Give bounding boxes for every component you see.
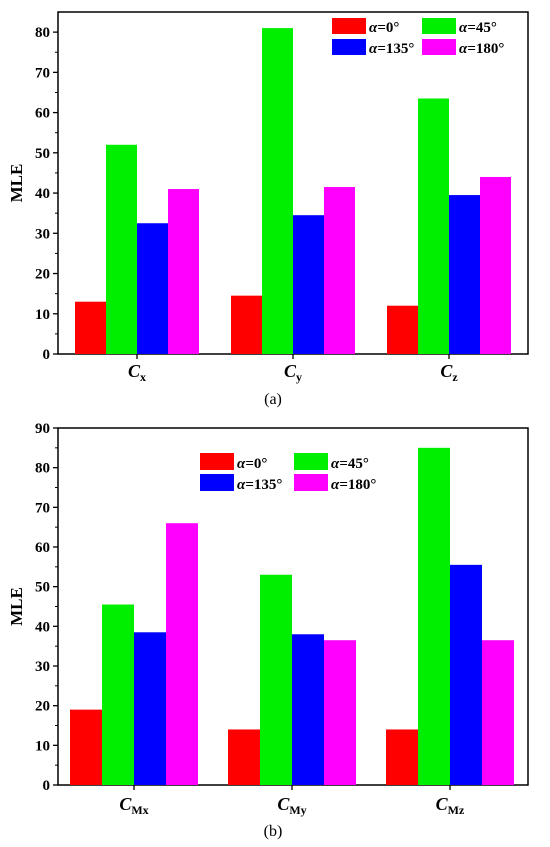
legend-swatch <box>332 39 366 55</box>
legend-label: α=0° <box>369 20 399 36</box>
legend-label: α=0° <box>237 456 267 472</box>
bar-mz-series-3 <box>482 640 514 785</box>
bar-x-series-2 <box>137 223 168 354</box>
bar-mz-series-1 <box>418 447 450 785</box>
legend: α=0° α=45° α=135° α=180° <box>332 18 504 57</box>
bar-mx-series-0 <box>70 709 102 785</box>
legend-label: α=45° <box>459 20 497 36</box>
y-tick-label: 40 <box>35 619 50 635</box>
bar-y-series-2 <box>293 215 324 354</box>
y-tick-label: 60 <box>35 540 50 556</box>
y-tick-label: 40 <box>35 186 50 202</box>
bar-y-series-3 <box>324 187 355 354</box>
bar-x-series-3 <box>168 189 199 354</box>
bar-mx-series-1 <box>102 604 134 785</box>
legend-swatch <box>422 18 456 34</box>
legend-swatch <box>200 453 234 470</box>
legend-label: α=135° <box>369 41 414 57</box>
y-tick-label: 20 <box>35 267 50 283</box>
y-tick-label: 60 <box>35 106 50 122</box>
y-tick-label: 10 <box>35 307 50 323</box>
legend-swatch <box>294 453 328 470</box>
y-tick-label: 90 <box>35 421 50 437</box>
bar-y-series-1 <box>262 28 293 355</box>
bar-y-series-0 <box>231 295 262 354</box>
bar-my-series-0 <box>228 729 260 785</box>
x-tick-label: CMz <box>436 794 465 817</box>
bar-z-series-2 <box>449 195 480 354</box>
legend-label: α=135° <box>237 477 282 493</box>
legend-swatch <box>332 18 366 34</box>
panel-label: (b) <box>264 823 283 840</box>
bar-x-series-0 <box>75 301 106 354</box>
bar-z-series-3 <box>480 176 511 354</box>
y-tick-label: 50 <box>35 146 50 162</box>
y-tick-label: 70 <box>35 500 50 516</box>
y-tick-label: 50 <box>35 580 50 596</box>
x-tick-label: Cy <box>284 361 302 384</box>
legend-swatch <box>200 474 234 491</box>
y-tick-label: 30 <box>35 226 50 242</box>
bar-mz-series-2 <box>450 564 482 785</box>
legend-label: α=180° <box>459 41 504 57</box>
legend: α=0° α=45° α=135° α=180° <box>200 453 376 493</box>
bar-my-series-1 <box>260 574 292 785</box>
y-tick-label: 70 <box>35 65 50 81</box>
x-tick-label: CMx <box>119 794 148 817</box>
legend-swatch <box>422 39 456 55</box>
bar-my-series-3 <box>324 640 356 785</box>
y-tick-label: 20 <box>35 699 50 715</box>
y-tick-label: 80 <box>35 25 50 41</box>
x-tick-label: Cx <box>128 361 146 384</box>
y-axis-label: MLE <box>7 164 26 203</box>
y-axis-label: MLE <box>7 587 26 626</box>
bar-mz-series-0 <box>386 729 418 785</box>
bar-my-series-2 <box>292 634 324 785</box>
legend-label: α=180° <box>331 477 376 493</box>
y-tick-label: 80 <box>35 461 50 477</box>
x-tick-label: Cz <box>440 361 458 384</box>
panel-label: (a) <box>264 391 282 408</box>
chart-panel-b: 0 10 20 30 40 50 60 70 80 90 MLE CMx CMy CMz α=0° α=45°… <box>7 421 529 840</box>
bar-mx-series-3 <box>166 523 198 785</box>
x-tick-label: CMy <box>277 794 306 817</box>
bar-x-series-1 <box>106 144 137 354</box>
chart-panel-a: 0 10 20 30 40 50 60 70 80 MLE Cx Cy Cz α=0° α=45° α=135… <box>7 11 529 408</box>
bar-z-series-0 <box>387 305 418 354</box>
legend-label: α=45° <box>331 456 369 472</box>
bar-z-series-1 <box>418 98 449 354</box>
y-tick-label: 10 <box>35 738 50 754</box>
y-tick-label: 0 <box>43 347 51 363</box>
bar-mx-series-2 <box>134 632 166 785</box>
legend-swatch <box>294 474 328 491</box>
y-tick-label: 30 <box>35 659 50 675</box>
y-tick-label: 0 <box>43 778 51 794</box>
